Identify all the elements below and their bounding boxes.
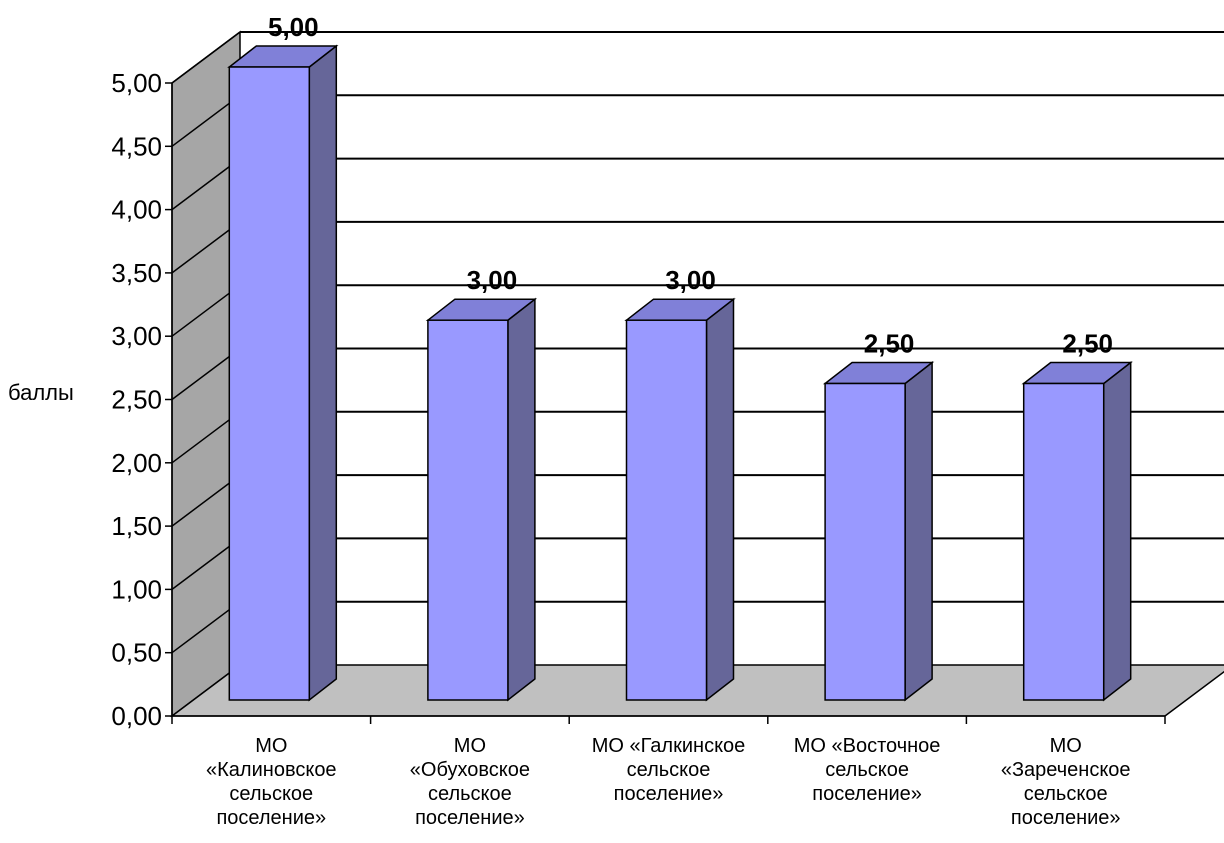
data-label: 3,00 [665, 265, 716, 295]
y-tick-label: 1,50 [111, 511, 162, 541]
category-label-line: МО «Галкинское [592, 735, 746, 757]
category-label-line: «Обуховское [410, 759, 530, 781]
category-label: МО «Галкинское сельское поселение» [592, 735, 746, 805]
y-tick-label: 0,00 [111, 701, 162, 731]
bars [227, 44, 1133, 702]
category-label-line: МО [454, 735, 486, 757]
category-label-line: сельское [825, 759, 909, 781]
category-label-line: сельское [428, 783, 512, 805]
category-label-line: МО [1050, 735, 1082, 757]
category-label-line: МО [255, 735, 287, 757]
y-tick-label: 3,00 [111, 321, 162, 351]
bar [824, 382, 906, 701]
category-label-line: поселение» [614, 783, 724, 805]
category-label-line: сельское [1024, 783, 1108, 805]
category-label-line: поселение» [216, 807, 326, 829]
bar-side [904, 360, 933, 702]
bar-side [507, 297, 536, 702]
axes [165, 82, 1166, 724]
category-label: МО «Калиновское сельское поселение» [206, 735, 337, 829]
category-label-line: поселение» [812, 783, 922, 805]
category-label: МО «Обуховское сельское поселение» [410, 735, 530, 829]
bar-side [1102, 360, 1132, 702]
bar [427, 319, 509, 701]
y-tick-label: 4,50 [111, 131, 162, 161]
data-label: 2,50 [1062, 329, 1113, 359]
y-axis-title: баллы [8, 380, 74, 405]
data-label: 2,50 [864, 329, 915, 359]
y-tick-label: 0,50 [111, 638, 162, 668]
data-label: 3,00 [467, 265, 518, 295]
gridline-side [171, 31, 241, 84]
y-tick-label: 2,50 [111, 385, 162, 415]
category-label-line: «Калиновское [206, 759, 337, 781]
category-label-line: сельское [229, 783, 313, 805]
y-tick-label: 3,50 [111, 258, 162, 288]
category-label-line: поселение» [1011, 807, 1121, 829]
data-label: 5,00 [268, 12, 319, 42]
y-tick-label: 5,00 [111, 68, 162, 98]
category-label-line: сельское [627, 759, 711, 781]
category-label: МО «Восточное сельское поселение» [794, 735, 941, 805]
y-tick-label: 2,00 [111, 448, 162, 478]
category-label-line: поселение» [415, 807, 525, 829]
category-label: МО «Зареченское сельское поселение» [1001, 735, 1131, 829]
bar-side [308, 44, 338, 702]
bar [1022, 382, 1105, 701]
bar [228, 66, 311, 701]
bar-side [705, 297, 735, 702]
y-tick-label: 1,00 [111, 574, 162, 604]
labels: 0,00 0,50 1,00 1,50 2,00 2,50 3,00 3,50 4,00 4,50… [111, 12, 1130, 829]
category-label-line: МО «Восточное [794, 735, 941, 757]
category-label-line: «Зареченское [1001, 759, 1131, 781]
y-tick-label: 4,00 [111, 195, 162, 225]
bar [625, 319, 708, 701]
